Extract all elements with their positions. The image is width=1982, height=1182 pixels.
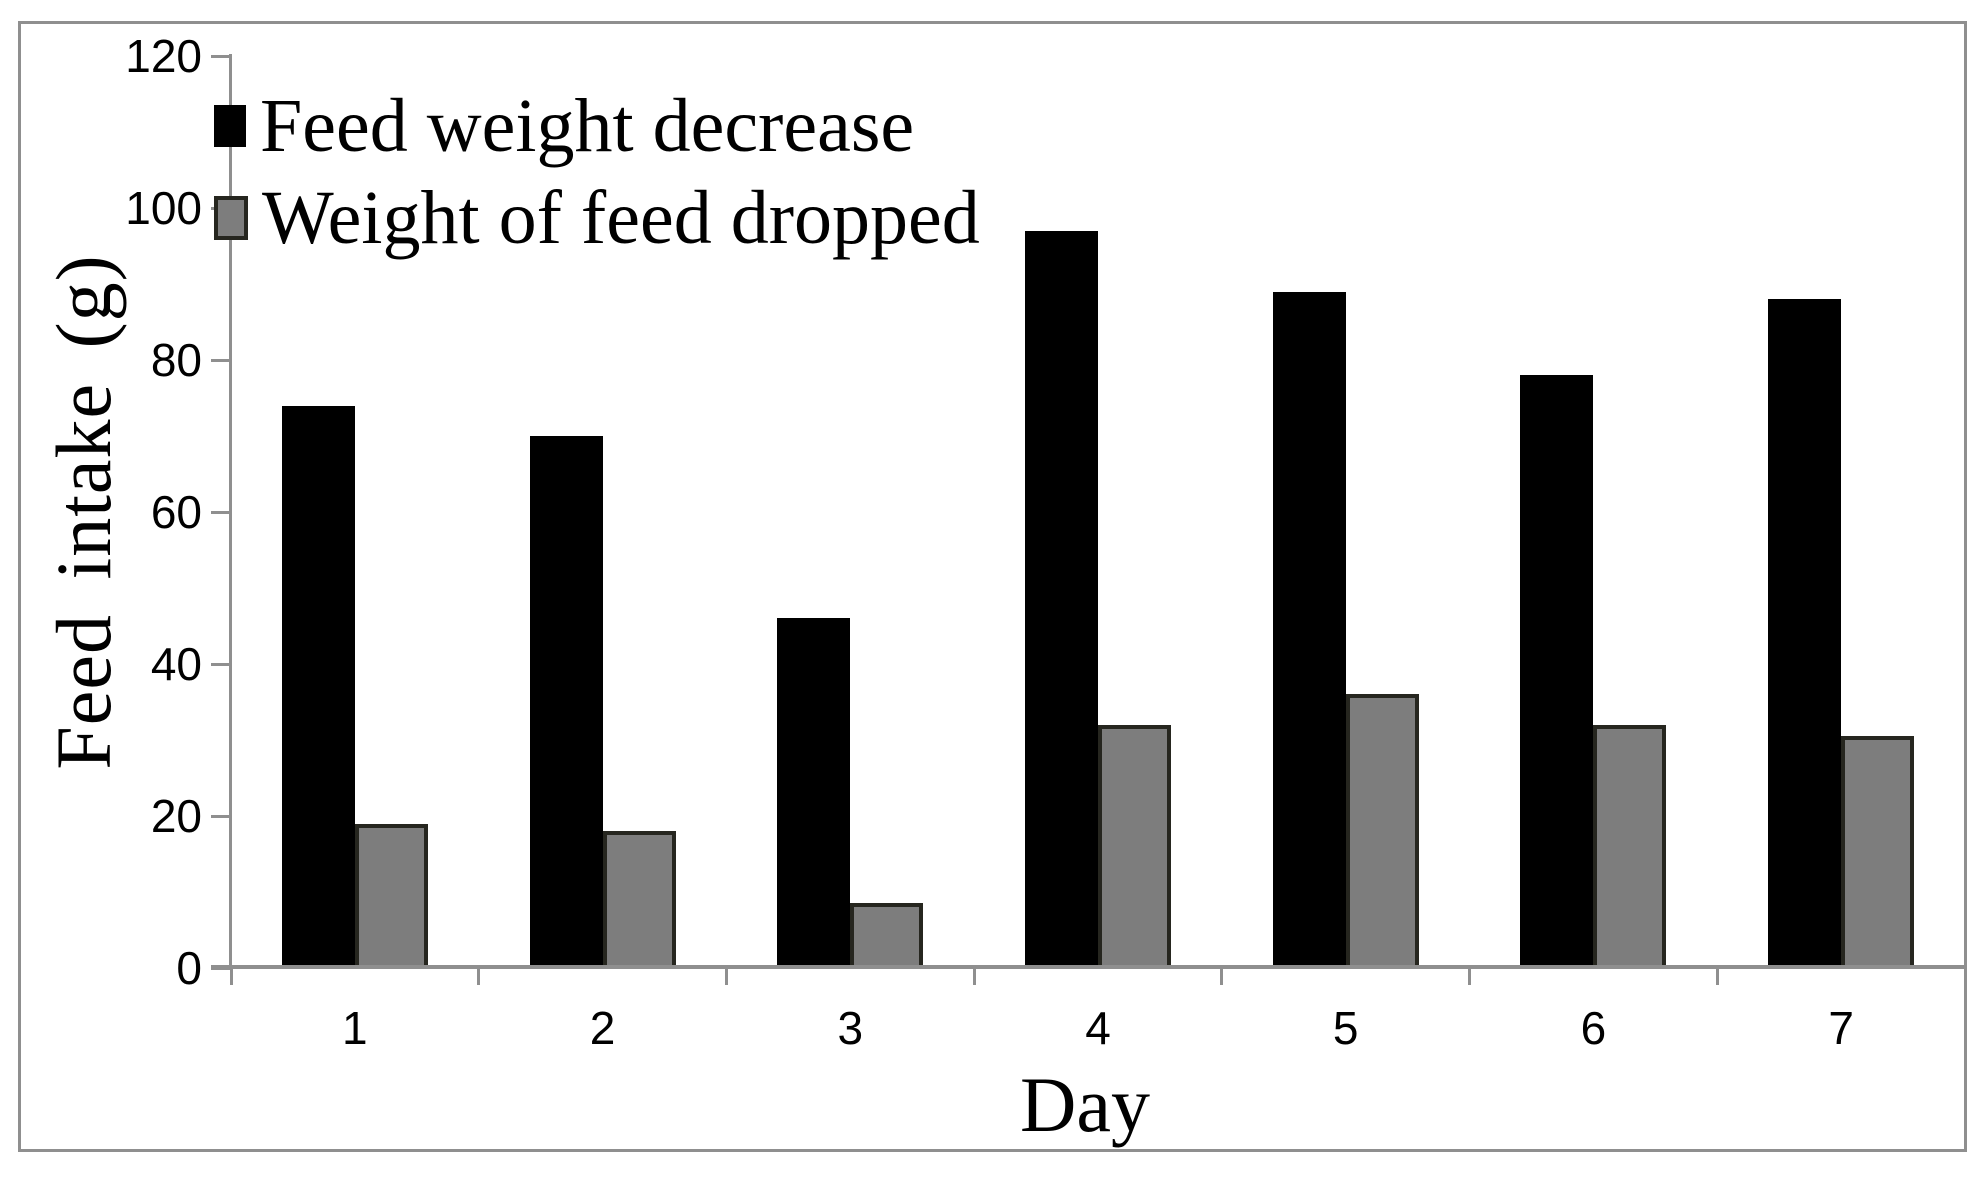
y-tick-label: 20 — [150, 790, 202, 842]
bar-weight-of-feed-dropped-day-4 — [1098, 724, 1171, 968]
x-tick-label: 1 — [342, 1002, 368, 1054]
x-tick-mark — [972, 968, 976, 985]
bar-weight-of-feed-dropped-day-7 — [1841, 736, 1915, 968]
x-tick-label: 4 — [1085, 1002, 1111, 1054]
y-tick-label: 80 — [150, 334, 202, 386]
y-tick-mark — [211, 358, 231, 362]
x-tick-mark — [229, 968, 233, 985]
bar-weight-of-feed-dropped-day-6 — [1593, 724, 1667, 968]
bar-weight-of-feed-dropped-day-5 — [1345, 694, 1419, 968]
x-tick-mark — [1963, 968, 1967, 985]
x-tick-label: 5 — [1332, 1002, 1359, 1054]
y-tick-label: 0 — [176, 942, 202, 994]
bar-feed-weight-decrease-day-7 — [1768, 299, 1842, 968]
y-tick-label: 100 — [125, 182, 202, 234]
x-tick-mark — [1468, 968, 1472, 985]
y-tick-label: 120 — [125, 30, 202, 82]
x-tick-mark — [477, 968, 481, 985]
y-tick-mark — [211, 54, 231, 58]
y-tick-mark — [211, 510, 231, 514]
legend: Feed weight decrease Weight of feed dropp… — [214, 80, 980, 264]
x-tick-mark — [1220, 968, 1224, 985]
bar-feed-weight-decrease-day-5 — [1272, 291, 1346, 968]
figure-border — [18, 21, 1967, 1152]
x-tick-label: 2 — [589, 1002, 616, 1054]
bar-feed-weight-decrease-day-4 — [1025, 230, 1098, 968]
x-tick-mark — [1715, 968, 1719, 985]
bar-feed-weight-decrease-day-2 — [529, 436, 603, 968]
bar-weight-of-feed-dropped-day-2 — [602, 831, 676, 968]
x-axis-title: Day — [1020, 1061, 1150, 1148]
x-axis-line — [211, 965, 1967, 969]
bar-weight-of-feed-dropped-day-1 — [354, 823, 428, 968]
bar-feed-weight-decrease-day-3 — [777, 618, 851, 968]
legend-item: Weight of feed dropped — [214, 172, 980, 264]
bar-feed-weight-decrease-day-1 — [281, 405, 355, 968]
x-tick-mark — [724, 968, 728, 985]
y-axis-title: Feed intake (g) — [40, 254, 127, 770]
x-tick-label: 6 — [1580, 1002, 1607, 1054]
y-tick-mark — [211, 662, 231, 666]
x-tick-label: 3 — [837, 1002, 864, 1054]
y-tick-mark — [211, 814, 231, 818]
legend-label: Weight of feed dropped — [262, 176, 980, 260]
legend-label: Feed weight decrease — [260, 84, 915, 168]
y-tick-label: 60 — [150, 486, 202, 538]
y-tick-label: 40 — [150, 638, 202, 690]
legend-item: Feed weight decrease — [214, 80, 980, 172]
legend-swatch-gray — [214, 196, 248, 240]
bar-weight-of-feed-dropped-day-3 — [850, 903, 924, 968]
legend-swatch-black — [214, 105, 246, 147]
bar-feed-weight-decrease-day-6 — [1520, 375, 1594, 968]
x-tick-label: 7 — [1828, 1002, 1854, 1054]
y-tick-mark — [211, 966, 231, 970]
